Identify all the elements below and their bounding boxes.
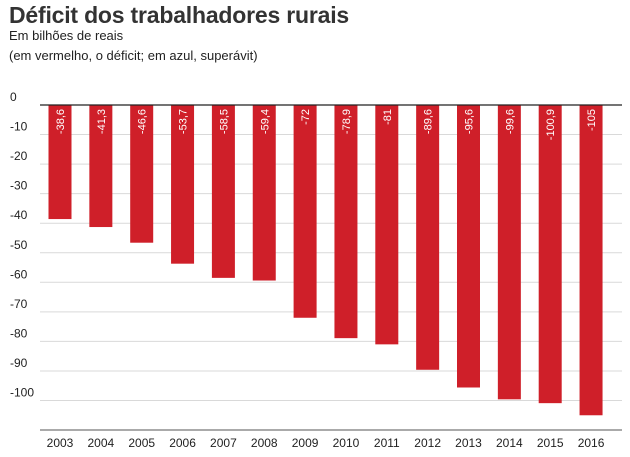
- x-tick-label: 2009: [292, 436, 319, 450]
- bar: [130, 105, 154, 243]
- data-label: -105: [586, 109, 598, 131]
- bar: [579, 105, 603, 416]
- chart-subtitle: Em bilhões de reais: [9, 28, 124, 43]
- x-tick-label: 2016: [578, 436, 605, 450]
- y-tick-label: -30: [10, 179, 28, 193]
- x-tick-label: 2007: [210, 436, 237, 450]
- data-label: -72: [300, 109, 312, 125]
- data-label: -58,5: [218, 109, 230, 134]
- data-label: -53,7: [178, 109, 190, 134]
- data-label: -46,6: [137, 109, 149, 134]
- x-tick-label: 2011: [374, 436, 400, 450]
- data-label: -78,9: [341, 109, 353, 134]
- y-tick-label: -70: [10, 297, 28, 311]
- x-tick-label: 2005: [128, 436, 155, 450]
- y-tick-label: -40: [10, 208, 28, 222]
- data-label: -89,6: [423, 109, 435, 134]
- x-tick-label: 2012: [414, 436, 441, 450]
- bar: [211, 105, 235, 278]
- chart-note: (em vermelho, o déficit; em azul, superá…: [9, 48, 258, 63]
- x-tick-label: 2010: [333, 436, 360, 450]
- y-tick-label: -80: [10, 326, 28, 340]
- y-tick-label: -50: [10, 238, 28, 252]
- bar: [171, 105, 195, 264]
- y-tick-label: 0: [10, 90, 17, 104]
- data-label: -100,9: [545, 109, 557, 140]
- y-tick-label: -90: [10, 356, 28, 370]
- x-tick-label: 2006: [169, 436, 196, 450]
- bar: [497, 105, 521, 400]
- y-tick-label: -20: [10, 149, 28, 163]
- data-label: -99,6: [504, 109, 516, 134]
- bar: [457, 105, 480, 388]
- bar: [293, 105, 317, 318]
- x-tick-label: 2003: [47, 436, 74, 450]
- y-tick-label: -100: [10, 386, 34, 400]
- data-label: -38,6: [55, 109, 67, 134]
- data-label: -59,4: [259, 109, 271, 134]
- bar: [89, 105, 113, 228]
- bar: [416, 105, 440, 370]
- data-label: -81: [382, 109, 394, 125]
- y-tick-label: -10: [10, 120, 28, 134]
- x-tick-label: 2008: [251, 436, 278, 450]
- bar: [334, 105, 358, 339]
- chart-title: Déficit dos trabalhadores rurais: [9, 2, 349, 28]
- bar: [538, 105, 562, 404]
- bar: [48, 105, 72, 220]
- x-tick-label: 2014: [496, 436, 523, 450]
- x-tick-label: 2013: [455, 436, 482, 450]
- bar: [375, 105, 399, 345]
- data-label: -95,6: [464, 109, 476, 134]
- data-label: -41,3: [96, 109, 108, 134]
- x-tick-label: 2004: [87, 436, 114, 450]
- x-tick-label: 2015: [537, 436, 564, 450]
- y-tick-label: -60: [10, 267, 28, 281]
- bar: [252, 105, 276, 281]
